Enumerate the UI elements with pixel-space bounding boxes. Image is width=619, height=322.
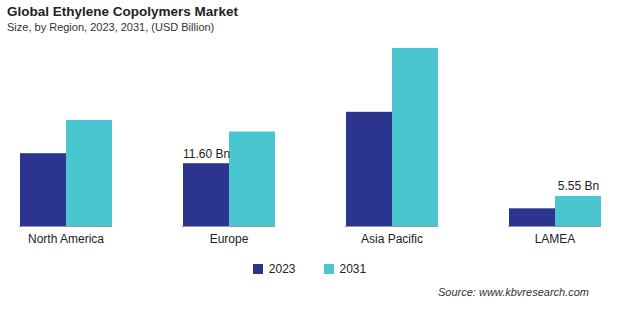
svg-text:Europe: Europe [210, 232, 249, 246]
svg-text:5.55 Bn: 5.55 Bn [558, 179, 599, 193]
html-text:Size, by Region, 2023, 2031, (: Size, by Region, 2023, 2031, (USD Billio… [7, 21, 215, 33]
html-text:Global Ethylene Copolymers Mar: Global Ethylene Copolymers Market [7, 4, 239, 19]
svg-text:11.60 Bn: 11.60 Bn [183, 147, 230, 161]
html-text:Source: www.kbvresearch.com: Source: www.kbvresearch.com [438, 286, 589, 298]
svg-text:LAMEA: LAMEA [535, 232, 576, 246]
svg-text:North America: North America [28, 232, 104, 246]
html-text:2023: 2023 [268, 262, 296, 276]
svg-text:Asia Pacific: Asia Pacific [361, 232, 423, 246]
html-text:2031: 2031 [339, 262, 367, 276]
